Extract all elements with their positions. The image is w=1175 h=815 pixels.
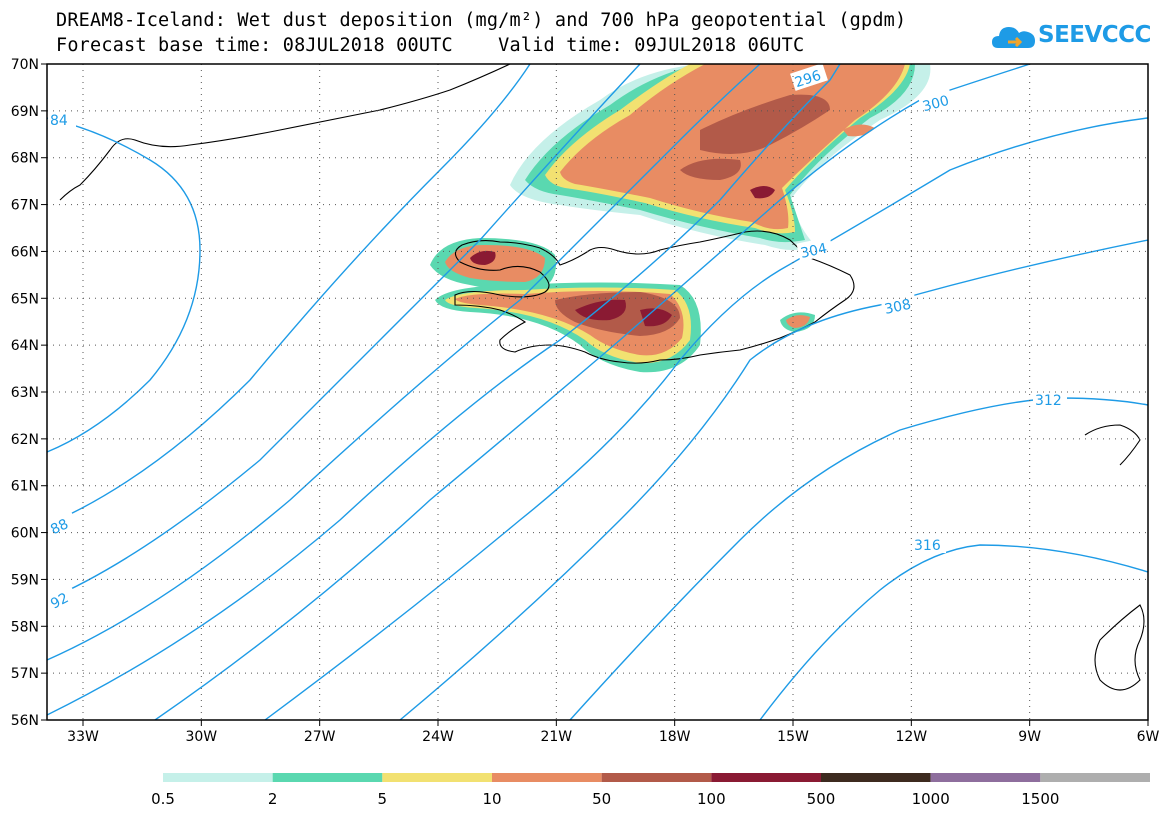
lat-label: 64N: [11, 338, 39, 354]
greenland-coastline: [59, 64, 511, 201]
map-title: DREAM8-Iceland: Wet dust deposition (mg/…: [56, 10, 907, 31]
lat-label: 60N: [11, 526, 39, 542]
legend-swatch: [930, 773, 1041, 782]
contour-296: [47, 64, 841, 716]
contour-labels: 296 300 304 308 312 316 84 88 92: [45, 63, 1067, 614]
lon-label: 15W: [777, 729, 809, 745]
dust-plume-north-dark: [750, 186, 775, 199]
legend-label: 1000: [912, 790, 950, 808]
contour-292b: [47, 64, 761, 661]
dust-westfjords-orange: [445, 245, 545, 282]
contour-300: [154, 64, 1031, 720]
logo-text: SEEVCCC: [1038, 22, 1151, 48]
lat-label: 63N: [11, 385, 39, 401]
contour-label-312: 312: [1035, 393, 1062, 409]
legend-label: 500: [807, 790, 836, 808]
dust-plume-north-brown2: [680, 158, 741, 180]
contour-label-300: 300: [921, 93, 951, 115]
lon-label: 27W: [304, 729, 336, 745]
legend-swatch: [382, 773, 492, 782]
legend-label: 50: [592, 790, 611, 808]
contour-label-304: 304: [799, 241, 829, 262]
legend-swatch: [821, 773, 931, 782]
grid-lines: [47, 64, 1148, 720]
legend-swatch: [163, 773, 273, 782]
legend-label: 10: [482, 790, 501, 808]
contour-308: [399, 239, 1148, 720]
contour-label-296: 296: [793, 68, 823, 92]
lon-label: 12W: [895, 729, 927, 745]
legend-label: 100: [697, 790, 726, 808]
color-legend: 0.5 2 5 10 50 100 500 1000 1500: [151, 773, 1150, 808]
lon-label: 30W: [185, 729, 217, 745]
legend-label: 2: [268, 790, 278, 808]
lat-label: 61N: [11, 479, 39, 495]
dust-westfjords-dark: [470, 250, 496, 265]
lat-label: 65N: [11, 291, 39, 307]
dust-southwest-dark2: [640, 308, 672, 327]
legend-swatch: [601, 773, 712, 782]
lat-label: 70N: [11, 57, 39, 73]
contour-label-84: 84: [50, 113, 68, 129]
map-subtitle-times: Forecast base time: 08JUL2018 00UTC Vali…: [56, 35, 805, 56]
lat-label: 56N: [11, 713, 39, 729]
dust-deposition-field: [430, 64, 931, 373]
contour-312: [569, 397, 1148, 720]
lat-label: 58N: [11, 619, 39, 635]
lon-label: 21W: [540, 729, 572, 745]
geopotential-contours: [47, 64, 1148, 720]
dust-southwest-dark: [575, 299, 626, 321]
lon-label: 9W: [1018, 729, 1041, 745]
contour-label-92: 92: [48, 590, 71, 612]
lat-label: 57N: [11, 666, 39, 682]
legend-label: 1500: [1021, 790, 1059, 808]
dust-spot-southeast-inner: [786, 315, 810, 328]
contour-304: [264, 117, 1148, 720]
longitude-axis: 33W 30W 27W 24W 21W 18W 15W 12W 9W 6W: [67, 720, 1160, 745]
contour-284: [47, 117, 201, 453]
lat-label: 68N: [11, 151, 39, 167]
seevccc-logo: SEEVCCC: [990, 18, 1151, 58]
scotland-coast: [1094, 604, 1145, 691]
lat-label: 59N: [11, 572, 39, 588]
legend-swatch: [492, 773, 602, 782]
lon-label: 18W: [659, 729, 691, 745]
lon-label: 24W: [422, 729, 454, 745]
lat-label: 62N: [11, 432, 39, 448]
contour-316: [759, 544, 1148, 720]
coastlines: [59, 64, 1145, 691]
legend-label: 5: [378, 790, 388, 808]
lon-label: 33W: [67, 729, 99, 745]
lon-label: 6W: [1137, 729, 1160, 745]
contour-label-308: 308: [883, 297, 912, 318]
faroe-shetland-coast: [1084, 424, 1141, 466]
contour-288-left: [47, 64, 531, 526]
lat-label: 66N: [11, 244, 39, 260]
legend-swatch: [711, 773, 821, 782]
contour-292: [47, 64, 641, 601]
cloud-icon: [992, 27, 1035, 48]
lat-label: 69N: [11, 104, 39, 120]
lat-label: 67N: [11, 198, 39, 214]
legend-label: 0.5: [151, 790, 175, 808]
legend-swatch: [1040, 773, 1150, 782]
contour-label-316: 316: [914, 538, 941, 554]
dust-plume-north-brown: [700, 94, 830, 154]
latitude-axis: 70N 69N 68N 67N 66N 65N 64N 63N 62N 61N 60N 59N 58N 5…: [11, 57, 47, 729]
legend-swatch: [272, 773, 383, 782]
